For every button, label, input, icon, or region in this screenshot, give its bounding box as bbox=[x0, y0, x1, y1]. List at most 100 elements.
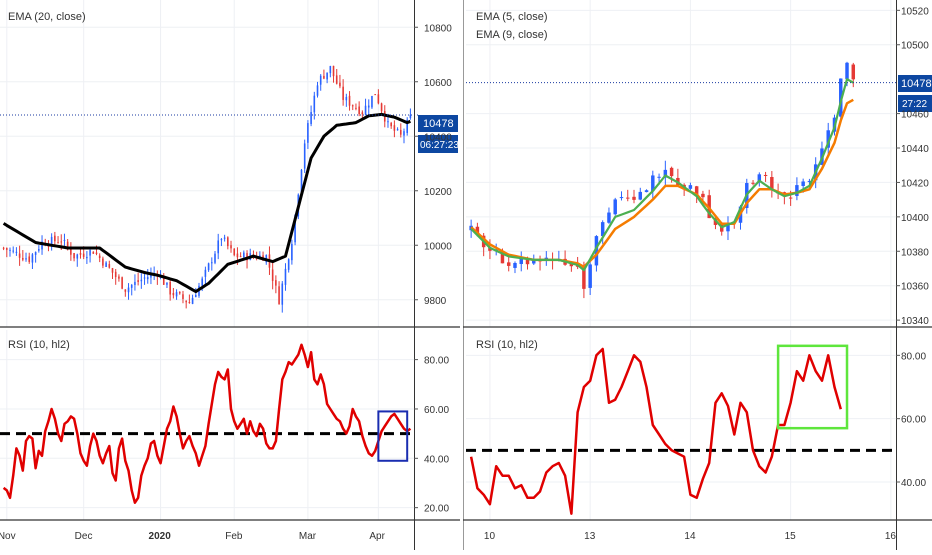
candle-body bbox=[626, 197, 630, 199]
candle-body bbox=[361, 112, 364, 115]
right-rsi-axis-tick-label: 80.00 bbox=[901, 351, 926, 362]
candle-body bbox=[651, 175, 655, 192]
candle-body bbox=[166, 282, 168, 285]
candle-body bbox=[278, 286, 280, 305]
candle-body bbox=[31, 254, 34, 263]
candle-body bbox=[102, 258, 104, 266]
left-x-tick-label: Feb bbox=[225, 531, 243, 542]
candle-body bbox=[70, 247, 72, 255]
candle-body bbox=[588, 264, 592, 288]
left-x-tick-label: Apr bbox=[369, 531, 385, 542]
candle-body bbox=[191, 297, 194, 304]
candle-body bbox=[121, 277, 123, 289]
candle-body bbox=[5, 248, 8, 250]
candle-body bbox=[18, 253, 21, 258]
candle-body bbox=[146, 277, 149, 280]
left-rsi-highlight-box bbox=[377, 410, 409, 462]
candle-body bbox=[757, 174, 762, 182]
candle-body bbox=[663, 169, 668, 178]
candle-body bbox=[111, 268, 114, 273]
right-price-tag: 10478 27:22 bbox=[898, 75, 932, 112]
left-x-tick-label: 2020 bbox=[149, 531, 172, 542]
candle-body bbox=[374, 94, 376, 96]
candle-body bbox=[319, 75, 322, 85]
candle-body bbox=[500, 250, 505, 264]
candle-body bbox=[175, 292, 178, 297]
candle-body bbox=[323, 75, 325, 79]
candle-body bbox=[396, 129, 399, 131]
candle-body bbox=[694, 186, 699, 196]
right-rsi-title: RSI (10, hl2) bbox=[476, 339, 538, 351]
candle-body bbox=[355, 107, 357, 109]
candle-body bbox=[291, 243, 293, 261]
candle-body bbox=[713, 219, 718, 225]
candle-body bbox=[82, 253, 85, 257]
candle-body bbox=[701, 193, 705, 198]
candle-body bbox=[95, 252, 98, 254]
candle-body bbox=[236, 253, 239, 258]
candle-body bbox=[313, 95, 316, 113]
candle-body bbox=[140, 279, 143, 282]
candle-body bbox=[294, 215, 296, 243]
candle-body bbox=[332, 65, 335, 77]
left-rsi-axis-tick-label: 60.00 bbox=[424, 405, 449, 416]
right-countdown: 27:22 bbox=[902, 99, 927, 110]
left-rsi-axis-tick-label: 40.00 bbox=[424, 454, 449, 465]
right-x-tick-label: 13 bbox=[584, 531, 596, 542]
candle-body bbox=[194, 295, 197, 298]
candle-body bbox=[638, 191, 643, 200]
candle-body bbox=[358, 106, 360, 115]
candle-body bbox=[316, 85, 319, 96]
candle-body bbox=[826, 130, 830, 148]
candle-body bbox=[60, 241, 63, 243]
candle-body bbox=[284, 268, 287, 285]
candle-body bbox=[92, 251, 95, 254]
candle-body bbox=[207, 263, 210, 271]
right-price-axis-tick-label: 10360 bbox=[901, 282, 929, 293]
candle-body bbox=[114, 271, 117, 278]
candle-body bbox=[105, 262, 107, 267]
candle-body bbox=[377, 94, 380, 104]
candle-body bbox=[387, 121, 389, 123]
candle-body bbox=[182, 294, 184, 299]
candle-body bbox=[2, 247, 5, 249]
left-price-axis-tick-label: 10200 bbox=[424, 187, 452, 198]
candle-body bbox=[409, 114, 412, 119]
candle-body bbox=[287, 259, 290, 270]
candle-body bbox=[613, 199, 617, 215]
candle-body bbox=[532, 260, 536, 264]
candle-body bbox=[239, 255, 242, 257]
left-price-axis-tick-label: 10000 bbox=[424, 241, 452, 252]
right-price-axis-tick-label: 10400 bbox=[901, 213, 929, 224]
candle-body bbox=[371, 95, 373, 108]
candle-body bbox=[47, 245, 50, 247]
candle-body bbox=[326, 72, 328, 80]
candle-body bbox=[339, 82, 341, 87]
candle-body bbox=[178, 291, 181, 294]
left-price-axis-tick-label: 9800 bbox=[424, 296, 447, 307]
right-x-tick-label: 10 bbox=[484, 531, 496, 542]
candle-body bbox=[839, 78, 843, 117]
candle-body bbox=[118, 276, 120, 279]
candle-body bbox=[763, 174, 768, 176]
candle-body bbox=[594, 236, 599, 266]
candle-body bbox=[243, 252, 245, 258]
right-x-tick-label: 16 bbox=[885, 531, 897, 542]
left-price-tag: 10478 06:27:23 bbox=[418, 115, 459, 153]
candle-body bbox=[342, 86, 344, 100]
candle-body bbox=[22, 257, 24, 260]
right-price-axis-tick-label: 10420 bbox=[901, 178, 929, 189]
left-current-price: 10478 bbox=[423, 118, 454, 130]
candle-body bbox=[162, 275, 165, 285]
candle-body bbox=[89, 250, 91, 256]
candle-body bbox=[185, 300, 187, 303]
candle-body bbox=[271, 269, 274, 282]
candle-body bbox=[582, 266, 586, 289]
candle-body bbox=[632, 196, 636, 200]
candle-body bbox=[329, 66, 332, 74]
candle-body bbox=[169, 281, 171, 295]
candle-body bbox=[38, 249, 40, 251]
candle-body bbox=[98, 255, 101, 259]
candle-body bbox=[506, 262, 511, 266]
